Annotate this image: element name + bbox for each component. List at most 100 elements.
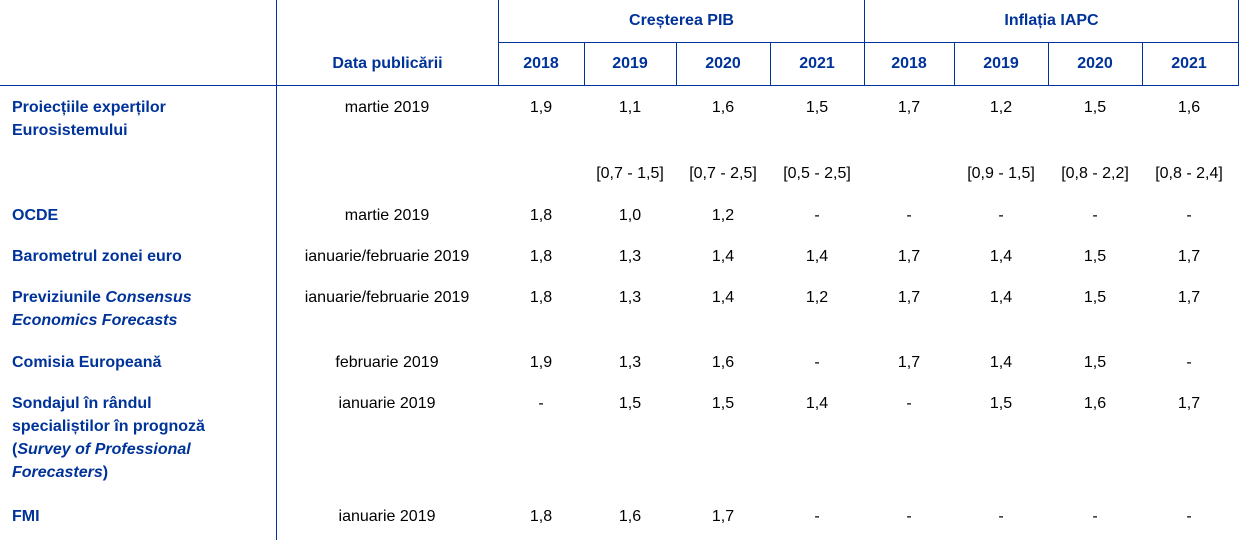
divider	[1142, 43, 1143, 86]
hicp-value-cell: -	[998, 508, 1004, 525]
forecast-source-label: Previziunile Consensus Economics Forecast…	[12, 289, 192, 329]
gdp-value-cell: 1,5	[805, 99, 829, 116]
forecast-source-label: Sondajul în rândul specialiștilor în prog…	[12, 395, 205, 481]
gdp-growth-header: Creșterea PIB	[629, 12, 734, 29]
gdp-value-cell: [0,5 - 2,5]	[783, 165, 851, 182]
gdp-value-cell: 1,4	[805, 395, 829, 412]
divider	[770, 43, 771, 86]
gdp-value-cell: 1,5	[618, 395, 642, 412]
gdp-value-cell: 1,0	[618, 207, 642, 224]
gdp-value-cell: 1,6	[711, 354, 735, 371]
year-header: 2019	[612, 55, 648, 72]
publication-date: ianuarie 2019	[338, 508, 436, 525]
hicp-value-cell: 1,2	[989, 99, 1013, 116]
hicp-value-cell: 1,7	[1177, 289, 1201, 306]
gdp-value-cell: 1,2	[805, 289, 829, 306]
publication-date: martie 2019	[344, 99, 430, 116]
divider	[276, 0, 277, 540]
hicp-value-cell: -	[906, 395, 912, 412]
hicp-value-cell: -	[1092, 207, 1098, 224]
forecast-source-label: Barometrul zonei euro	[12, 248, 182, 265]
year-header: 2018	[523, 55, 559, 72]
forecast-source-label: Comisia Europeană	[12, 354, 162, 371]
divider	[864, 0, 865, 86]
hicp-value-cell: 1,5	[1083, 354, 1107, 371]
gdp-value-cell: -	[538, 395, 544, 412]
hicp-value-cell: -	[1092, 508, 1098, 525]
publication-date: ianuarie/februarie 2019	[304, 289, 470, 306]
divider	[1048, 43, 1049, 86]
hicp-value-cell: [0,8 - 2,2]	[1061, 165, 1129, 182]
gdp-value-cell: 1,3	[618, 289, 642, 306]
hicp-value-cell: [0,8 - 2,4]	[1155, 165, 1223, 182]
gdp-value-cell: 1,5	[711, 395, 735, 412]
gdp-value-cell: -	[814, 354, 820, 371]
publication-date: martie 2019	[344, 207, 430, 224]
hicp-value-cell: 1,4	[989, 354, 1013, 371]
divider	[498, 42, 1239, 43]
hicp-value-cell: 1,7	[1177, 395, 1201, 412]
forecast-source-label: OCDE	[12, 207, 59, 224]
hicp-value-cell: -	[1186, 354, 1192, 371]
gdp-value-cell: 1,8	[529, 248, 553, 265]
hicp-value-cell: 1,7	[897, 248, 921, 265]
hicp-value-cell: 1,6	[1177, 99, 1201, 116]
year-header: 2018	[891, 55, 927, 72]
hicp-value-cell: 1,5	[989, 395, 1013, 412]
gdp-value-cell: 1,6	[618, 508, 642, 525]
divider	[0, 85, 1239, 86]
divider	[676, 43, 677, 86]
gdp-value-cell: 1,8	[529, 207, 553, 224]
gdp-value-cell: 1,7	[711, 508, 735, 525]
gdp-value-cell: [0,7 - 2,5]	[689, 165, 757, 182]
gdp-value-cell: 1,3	[618, 354, 642, 371]
gdp-value-cell: 1,1	[618, 99, 642, 116]
hicp-value-cell: 1,7	[897, 354, 921, 371]
hicp-value-cell: [0,9 - 1,5]	[967, 165, 1035, 182]
gdp-value-cell: 1,4	[711, 248, 735, 265]
hicp-value-cell: 1,5	[1083, 248, 1107, 265]
divider	[498, 0, 499, 86]
publication-date: februarie 2019	[335, 354, 439, 371]
hicp-value-cell: -	[998, 207, 1004, 224]
year-header: 2021	[799, 55, 835, 72]
divider	[1238, 0, 1239, 86]
gdp-value-cell: 1,9	[529, 99, 553, 116]
divider	[954, 43, 955, 86]
publication-date: ianuarie 2019	[338, 395, 436, 412]
gdp-value-cell: 1,4	[711, 289, 735, 306]
hicp-value-cell: -	[906, 207, 912, 224]
gdp-value-cell: -	[814, 207, 820, 224]
hicp-value-cell: 1,4	[989, 289, 1013, 306]
publication-date: ianuarie/februarie 2019	[304, 248, 470, 265]
divider	[584, 43, 585, 86]
year-header: 2020	[705, 55, 741, 72]
hicp-value-cell: -	[906, 508, 912, 525]
gdp-value-cell: 1,8	[529, 508, 553, 525]
date-column-header: Data publicării	[332, 55, 443, 72]
hicp-value-cell: 1,7	[1177, 248, 1201, 265]
gdp-value-cell: 1,8	[529, 289, 553, 306]
hicp-value-cell: 1,7	[897, 289, 921, 306]
year-header: 2020	[1077, 55, 1113, 72]
hicp-value-cell: 1,5	[1083, 99, 1107, 116]
year-header: 2021	[1171, 55, 1207, 72]
gdp-value-cell: 1,9	[529, 354, 553, 371]
forecast-source-label: Proiecțiile experților Eurosistemului	[12, 99, 166, 139]
year-header: 2019	[983, 55, 1019, 72]
hicp-inflation-header: Inflația IAPC	[1004, 12, 1099, 29]
forecast-source-label: FMI	[12, 508, 40, 525]
gdp-value-cell: [0,7 - 1,5]	[596, 165, 664, 182]
gdp-value-cell: 1,6	[711, 99, 735, 116]
gdp-value-cell: 1,3	[618, 248, 642, 265]
hicp-value-cell: -	[1186, 207, 1192, 224]
hicp-value-cell: 1,5	[1083, 289, 1107, 306]
hicp-value-cell: 1,4	[989, 248, 1013, 265]
hicp-value-cell: -	[1186, 508, 1192, 525]
gdp-value-cell: 1,4	[805, 248, 829, 265]
gdp-value-cell: 1,2	[711, 207, 735, 224]
hicp-value-cell: 1,7	[897, 99, 921, 116]
hicp-value-cell: 1,6	[1083, 395, 1107, 412]
gdp-value-cell: -	[814, 508, 820, 525]
